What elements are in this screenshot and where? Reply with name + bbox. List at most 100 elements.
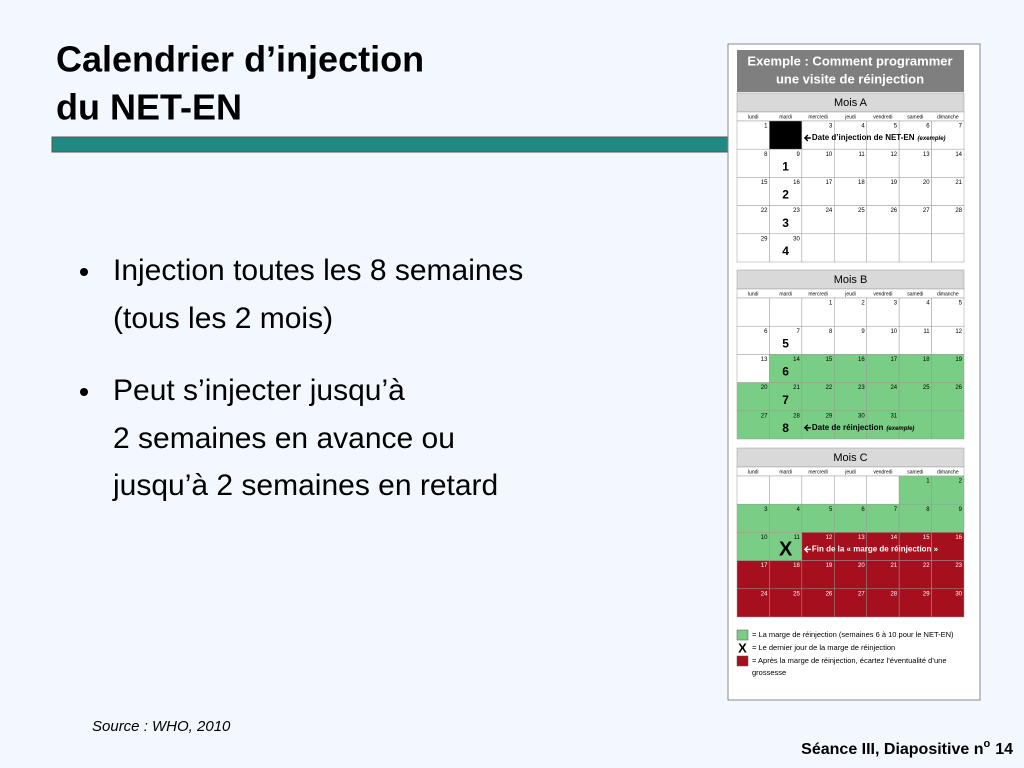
bullet-line: jusqu’à 2 semaines en retard [112, 469, 498, 502]
day-number: 5 [959, 301, 963, 307]
day-cell [898, 297, 932, 327]
day-cell [736, 148, 770, 178]
note-em: (exemple) [918, 136, 946, 142]
day-number: 7 [959, 124, 963, 130]
day-number: 20 [858, 563, 865, 569]
day-number: 2 [861, 301, 865, 307]
day-number: 23 [793, 208, 800, 214]
day-cell [834, 588, 867, 618]
note-arrow [803, 424, 811, 432]
day-cell [736, 177, 770, 206]
day-number: 1 [829, 301, 833, 307]
day-number: 4 [926, 301, 930, 307]
day-cell [801, 475, 835, 505]
weekday: mercredi [808, 291, 827, 297]
day-cell [898, 503, 932, 533]
day-number: 25 [858, 208, 865, 214]
calendar-header: une visite de réinjection [776, 71, 924, 86]
day-number: 17 [761, 563, 768, 569]
note-arrow [803, 134, 811, 142]
day-number: 13 [761, 357, 768, 363]
day-number: 26 [826, 591, 833, 597]
day-cell [834, 233, 867, 263]
day-cell [898, 354, 932, 383]
source: Source : WHO, 2010 [92, 718, 231, 735]
day-number: 31 [890, 413, 897, 419]
day-number: 24 [890, 385, 897, 391]
day-number: 16 [955, 535, 962, 541]
note-text: Fin de la « marge de réinjection » [812, 545, 939, 554]
bullet-line: Injection toutes les 8 semaines [113, 254, 523, 287]
day-cell [736, 382, 770, 412]
day-number: 29 [826, 413, 833, 419]
day-number: 8 [926, 507, 930, 513]
weekday: jeudi [844, 469, 856, 475]
day-cell [931, 120, 965, 150]
day-number: 30 [858, 413, 865, 419]
day-number: 19 [955, 357, 962, 363]
weekday: dimanche [937, 114, 959, 120]
day-number: 27 [761, 413, 768, 419]
weekday: dimanche [937, 291, 959, 297]
note: Date d’injection de NET-EN (exemple) [812, 133, 946, 142]
week-label: 5 [782, 336, 789, 350]
day-number: 27 [858, 591, 865, 597]
weekday: mercredi [808, 469, 827, 475]
day-cell [866, 297, 900, 327]
day-number: 22 [923, 563, 930, 569]
day-cell [866, 410, 900, 440]
day-cell [801, 382, 835, 412]
day-cell [898, 475, 932, 505]
note: Fin de la « marge de réinjection » [812, 545, 939, 554]
day-cell [834, 177, 867, 206]
weekday: samedi [907, 114, 923, 120]
day-number: 21 [793, 385, 800, 391]
day-number: 17 [826, 180, 833, 186]
day-number: 18 [923, 357, 930, 363]
day-cell [834, 205, 867, 235]
day-cell [931, 560, 965, 590]
weekday: lundi [748, 291, 759, 297]
day-cell [898, 532, 932, 561]
weekday: mercredi [808, 114, 827, 120]
day-number: 6 [764, 329, 768, 335]
day-cell [866, 503, 900, 533]
weekday: dimanche [937, 469, 959, 475]
day-number: 24 [761, 591, 768, 597]
title-line: Calendrier d’injection [56, 39, 424, 80]
weekday: samedi [907, 469, 923, 475]
day-number: 16 [793, 180, 800, 186]
day-cell [931, 148, 965, 178]
day-number: 26 [890, 208, 897, 214]
day-cell [931, 233, 965, 263]
day-number: 5 [829, 507, 833, 513]
day-number: 14 [955, 152, 962, 158]
day-cell [769, 475, 803, 505]
day-number: 28 [955, 208, 962, 214]
day-cell [931, 297, 965, 327]
day-cell [736, 588, 770, 618]
day-number: 11 [923, 329, 930, 335]
weekday: mardi [779, 291, 792, 297]
week-label: 7 [782, 393, 789, 407]
day-cell [898, 205, 932, 235]
month-name: Mois C [833, 452, 867, 464]
day-cell [931, 177, 965, 206]
day-cell [801, 325, 835, 355]
bullet-dot [80, 388, 88, 396]
day-number: 21 [890, 563, 897, 569]
day-cell [801, 354, 835, 383]
day-cell [866, 354, 900, 383]
day-cell [736, 205, 770, 235]
day-cell [931, 410, 965, 440]
day-cell [736, 475, 770, 505]
weekday: mardi [779, 469, 792, 475]
day-number: 23 [955, 563, 962, 569]
day-number: 5 [894, 124, 898, 130]
day-number: 4 [861, 124, 865, 130]
title-rule [51, 136, 729, 153]
day-number: 21 [955, 180, 962, 186]
day-number: 9 [861, 329, 865, 335]
day-number: 24 [826, 208, 833, 214]
day-number: 25 [923, 385, 930, 391]
